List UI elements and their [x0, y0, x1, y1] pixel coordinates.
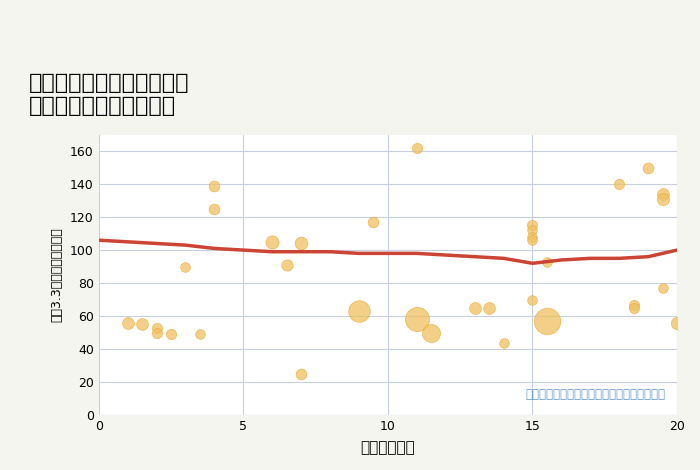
Point	[614, 180, 625, 188]
Point	[527, 236, 538, 244]
Point	[657, 195, 668, 203]
Point	[295, 370, 307, 378]
Text: 円の大きさは、取引のあった物件面積を示す: 円の大きさは、取引のあった物件面積を示す	[526, 388, 666, 401]
Point	[281, 261, 293, 269]
Point	[165, 330, 176, 338]
Point	[426, 329, 437, 337]
Point	[671, 319, 682, 327]
Point	[151, 329, 162, 337]
Text: 福岡県福岡市南区柳河内の
駅距離別中古戸建て価格: 福岡県福岡市南区柳河内の 駅距離別中古戸建て価格	[29, 73, 190, 116]
Point	[295, 240, 307, 247]
Point	[527, 221, 538, 229]
Point	[209, 182, 220, 189]
Point	[469, 304, 480, 312]
Point	[527, 227, 538, 234]
Point	[527, 233, 538, 241]
Point	[657, 284, 668, 292]
Point	[484, 304, 495, 312]
Point	[209, 205, 220, 212]
Point	[180, 263, 191, 270]
Point	[527, 296, 538, 303]
Point	[541, 258, 552, 266]
Point	[628, 301, 639, 308]
Point	[411, 316, 422, 323]
Point	[267, 238, 278, 246]
Point	[354, 307, 365, 315]
Point	[643, 164, 654, 171]
Point	[498, 339, 509, 346]
Point	[151, 324, 162, 331]
Point	[136, 321, 148, 328]
Point	[195, 330, 206, 338]
Point	[122, 319, 133, 327]
Y-axis label: 坪（3.3㎡）単価（万円）: 坪（3.3㎡）単価（万円）	[50, 227, 63, 322]
Point	[657, 190, 668, 198]
X-axis label: 駅距離（分）: 駅距離（分）	[360, 440, 415, 455]
Point	[368, 218, 379, 226]
Point	[411, 144, 422, 151]
Point	[628, 304, 639, 312]
Point	[541, 317, 552, 325]
